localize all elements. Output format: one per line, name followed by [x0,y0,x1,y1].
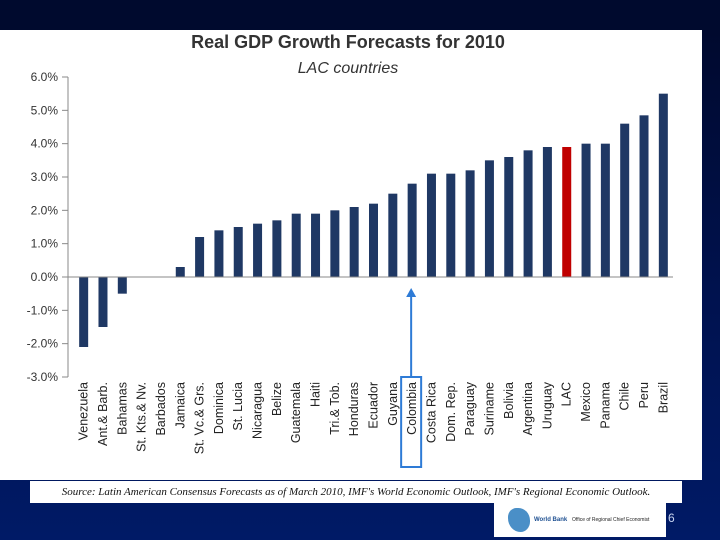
annotation-arrow-head [406,288,417,297]
y-tick-label: -2.0% [27,337,59,351]
y-tick-label: -1.0% [27,303,59,317]
bar-guatemala [291,213,301,277]
x-tick-label: Ant.& Barb. [96,382,110,446]
bar-honduras [349,207,359,277]
x-tick-label: Bahamas [115,382,129,435]
bar-dom-rep- [446,173,456,277]
slide-top-band [0,0,720,30]
y-axis: 6.0% 5.0% 4.0% 3.0% 2.0% 1.0% 0.0% -1.0% -2.0% -3… [27,70,69,384]
x-tick-label: Chile [618,382,632,411]
world-bank-logo: World Bank Office of Regional Chief Econ… [494,503,666,537]
bar-venezuela [79,277,89,347]
x-tick-label: Ecuador [367,382,381,429]
bar-mexico [581,143,591,277]
bar-lac [562,147,572,277]
x-tick-label: Jamaica [173,382,187,429]
x-tick-label: LAC [560,382,574,406]
bar-st-vc-grs- [195,237,205,277]
x-tick-label: Barbados [154,382,168,436]
y-tick-label: -3.0% [27,370,59,384]
chart-panel: Real GDP Growth Forecasts for 2010 LAC c… [0,30,702,480]
bar-chart: Real GDP Growth Forecasts for 2010 LAC c… [27,32,673,468]
x-tick-label: Paraguay [463,381,477,435]
bars [79,93,668,347]
bar-peru [639,115,649,277]
y-tick-label: 1.0% [31,237,59,251]
logo-brand: World Bank [534,516,568,523]
y-tick-label: 3.0% [31,170,59,184]
bar-tri-tob- [330,210,340,277]
bar-suriname [484,160,494,277]
source-text: Source: Latin American Consensus Forecas… [61,486,651,498]
x-tick-label: Guatemala [289,382,303,443]
bar-haiti [311,213,321,277]
x-tick-label: Mexico [579,382,593,422]
bar-ecuador [369,203,378,277]
y-tick-label: 2.0% [31,203,59,217]
x-tick-label: Belize [270,382,284,416]
y-tick-label: 6.0% [31,70,59,84]
bar-uruguay [542,147,552,277]
bar-argentina [523,150,533,277]
x-tick-label: Nicaragua [251,382,265,439]
bar-st-lucia [233,227,243,277]
bar-ant-barb- [98,277,108,327]
bar-guyana [388,193,398,277]
y-tick-label: 4.0% [31,137,59,151]
logo-office: Office of Regional Chief Economist [572,517,650,523]
x-tick-label: St. Kts.& Nv. [135,382,149,452]
x-tick-label: Bolivia [502,382,516,419]
bar-costa-rica [426,173,436,277]
x-axis: Venezuela Ant.& Barb. Bahamas St. Kts.& Nv.… [77,381,671,454]
y-tick-label: 0.0% [31,270,59,284]
page-number: 6 [668,511,675,525]
latin-america-map-icon [508,508,530,532]
bar-paraguay [465,170,475,277]
colombia-annotation [400,288,423,468]
x-tick-label: St. Vc.& Grs. [193,382,207,454]
x-tick-label: Dominica [212,382,226,434]
x-tick-label: Guyana [386,382,400,426]
chart-title: Real GDP Growth Forecasts for 2010 [191,32,505,52]
x-tick-label: St. Lucia [231,382,245,431]
x-tick-label: Uruguay [540,381,554,429]
bar-bahamas [117,277,127,294]
x-tick-label: Tri.& Tob. [328,382,342,435]
chart-subtitle: LAC countries [298,60,399,77]
x-tick-label: Panama [598,382,612,429]
x-tick-label: Colombia [405,382,419,435]
x-tick-label: Dom. Rep. [444,382,458,442]
bar-dominica [214,230,224,277]
x-tick-label: Venezuela [77,382,91,440]
bar-panama [600,143,610,277]
source-note: Source: Latin American Consensus Forecas… [30,481,682,503]
x-tick-label: Brazil [656,382,670,413]
bar-chile [620,123,630,278]
x-tick-label: Argentina [521,382,535,436]
bar-colombia [407,183,417,277]
bar-bolivia [504,157,514,277]
bar-nicaragua [253,223,263,277]
x-tick-label: Costa Rica [424,382,438,443]
x-tick-label: Honduras [347,382,361,436]
x-tick-label: Suriname [482,382,496,436]
x-tick-label: Haiti [309,382,323,407]
y-tick-label: 5.0% [31,103,59,117]
x-tick-label: Peru [637,382,651,408]
bar-brazil [658,93,668,277]
bar-belize [272,220,282,277]
bar-jamaica [175,267,185,277]
